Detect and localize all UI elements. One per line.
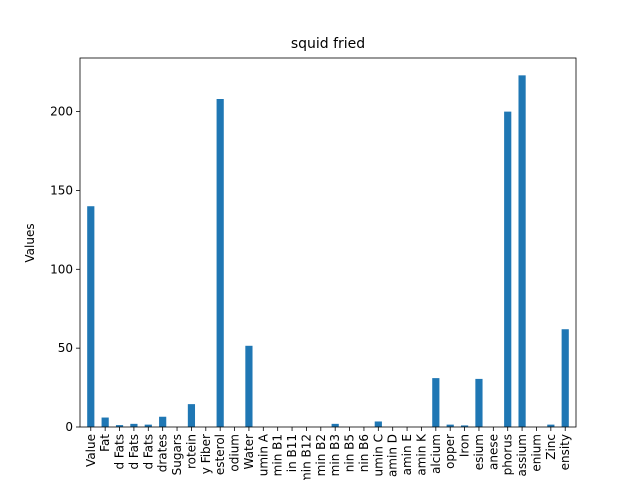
x-tick-label: drates bbox=[156, 434, 170, 472]
x-tick-label: umin C bbox=[371, 434, 385, 476]
y-axis-label: Values bbox=[23, 223, 37, 262]
bar bbox=[475, 378, 483, 427]
x-tick-label: Sugars bbox=[170, 434, 184, 475]
bar bbox=[144, 424, 152, 427]
x-tick-label: Zinc bbox=[544, 434, 558, 460]
x-tick-label: Iron bbox=[458, 434, 472, 457]
y-tick-label: 50 bbox=[58, 341, 73, 355]
y-tick-label: 0 bbox=[65, 420, 73, 434]
y-tick-label: 150 bbox=[50, 183, 73, 197]
y-tick-label: 100 bbox=[50, 262, 73, 276]
x-tick-label: Water bbox=[242, 434, 256, 470]
bar bbox=[87, 206, 95, 427]
bar bbox=[518, 75, 526, 427]
bar bbox=[130, 423, 138, 427]
x-tick-label: amin D bbox=[386, 434, 400, 477]
bar bbox=[446, 424, 454, 427]
bar bbox=[547, 424, 555, 427]
y-axis-ticks: 0 50 100 150 200 bbox=[50, 105, 80, 434]
x-tick-label: d Fats bbox=[127, 434, 141, 470]
x-tick-label: odium bbox=[228, 434, 242, 472]
x-tick-label: nin B6 bbox=[357, 434, 371, 472]
x-tick-label: esterol bbox=[213, 434, 227, 475]
x-tick-label: min B12 bbox=[299, 434, 313, 480]
x-tick-label: enium bbox=[529, 434, 543, 472]
bar bbox=[374, 421, 382, 427]
chart-title: squid fried bbox=[291, 36, 365, 52]
x-tick-label: Value bbox=[84, 434, 98, 467]
x-tick-label: in B11 bbox=[285, 434, 299, 472]
x-tick-label: min B3 bbox=[328, 434, 342, 476]
x-tick-label: amin K bbox=[414, 433, 428, 476]
x-tick-label: assium bbox=[515, 434, 529, 477]
plot-frame bbox=[79, 57, 577, 428]
x-tick-label: min B1 bbox=[271, 434, 285, 476]
x-tick-label: esium bbox=[472, 434, 486, 470]
bar bbox=[115, 425, 124, 427]
bar bbox=[187, 404, 196, 427]
bar bbox=[245, 345, 253, 427]
x-tick-label: d Fats bbox=[141, 434, 155, 470]
x-tick-label: phorus bbox=[501, 434, 515, 475]
bar bbox=[216, 99, 224, 427]
x-tick-label: ensity bbox=[558, 434, 572, 470]
x-axis-ticks: Value Fat d Fats d Fats d Fats drates Sugars ro… bbox=[84, 427, 572, 480]
bar bbox=[331, 423, 339, 427]
x-tick-label: anese bbox=[486, 434, 500, 470]
x-tick-label: min B2 bbox=[314, 434, 328, 476]
bar bbox=[432, 378, 440, 427]
bar bbox=[159, 416, 167, 427]
bar bbox=[561, 329, 569, 427]
x-tick-label: amin E bbox=[400, 434, 414, 475]
x-tick-label: umin A bbox=[256, 433, 270, 476]
bar bbox=[101, 417, 109, 427]
x-tick-label: y Fiber bbox=[199, 434, 213, 474]
bar bbox=[504, 111, 512, 428]
y-tick-label: 200 bbox=[50, 105, 73, 119]
x-tick-label: nin B5 bbox=[343, 434, 357, 472]
x-tick-label: d Fats bbox=[113, 434, 127, 470]
bar bbox=[460, 425, 469, 427]
x-tick-label: opper bbox=[443, 434, 457, 469]
bars-group bbox=[87, 75, 569, 428]
x-tick-label: rotein bbox=[184, 434, 198, 469]
x-tick-label: alcium bbox=[429, 434, 443, 474]
x-tick-label: Fat bbox=[98, 434, 112, 452]
